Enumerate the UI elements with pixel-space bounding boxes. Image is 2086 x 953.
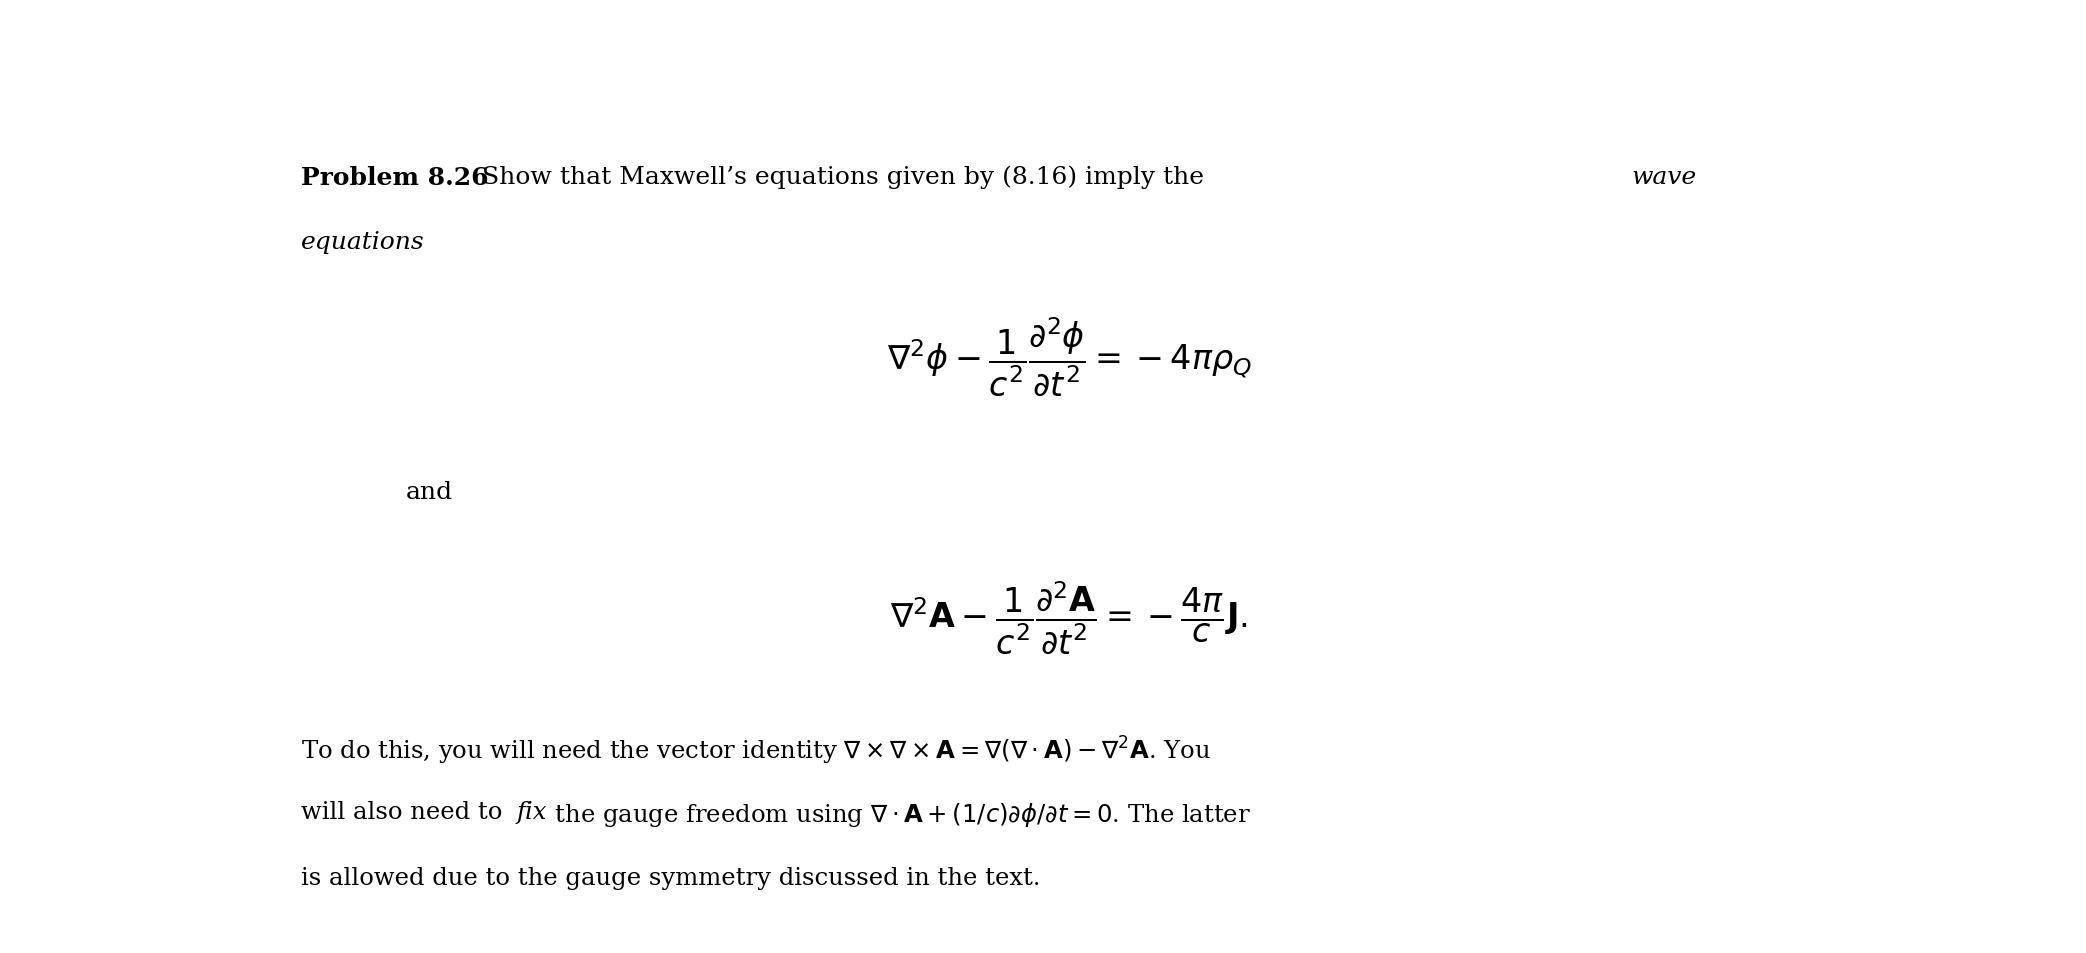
Text: wave: wave: [1631, 166, 1696, 189]
Text: $\nabla^2\phi - \dfrac{1}{c^2}\dfrac{\partial^2\phi}{\partial t^2} = -4\pi\rho_Q: $\nabla^2\phi - \dfrac{1}{c^2}\dfrac{\pa…: [887, 315, 1252, 397]
Text: equations: equations: [300, 231, 426, 253]
Text: fix: fix: [515, 801, 547, 823]
Text: will also need to: will also need to: [300, 801, 511, 823]
Text: Problem 8.26: Problem 8.26: [300, 166, 488, 190]
Text: the gauge freedom using $\nabla \cdot \mathbf{A} + (1/c)\partial\phi/\partial t : the gauge freedom using $\nabla \cdot \m…: [547, 801, 1252, 828]
Text: and: and: [407, 480, 453, 504]
Text: Show that Maxwell’s equations given by (8.16) imply the: Show that Maxwell’s equations given by (…: [482, 166, 1204, 190]
Text: To do this, you will need the vector identity $\nabla \times \nabla \times \math: To do this, you will need the vector ide…: [300, 735, 1212, 766]
Text: is allowed due to the gauge symmetry discussed in the text.: is allowed due to the gauge symmetry dis…: [300, 866, 1041, 889]
Text: $\nabla^2\mathbf{A} - \dfrac{1}{c^2}\dfrac{\partial^2\mathbf{A}}{\partial t^2} =: $\nabla^2\mathbf{A} - \dfrac{1}{c^2}\dfr…: [891, 579, 1247, 655]
